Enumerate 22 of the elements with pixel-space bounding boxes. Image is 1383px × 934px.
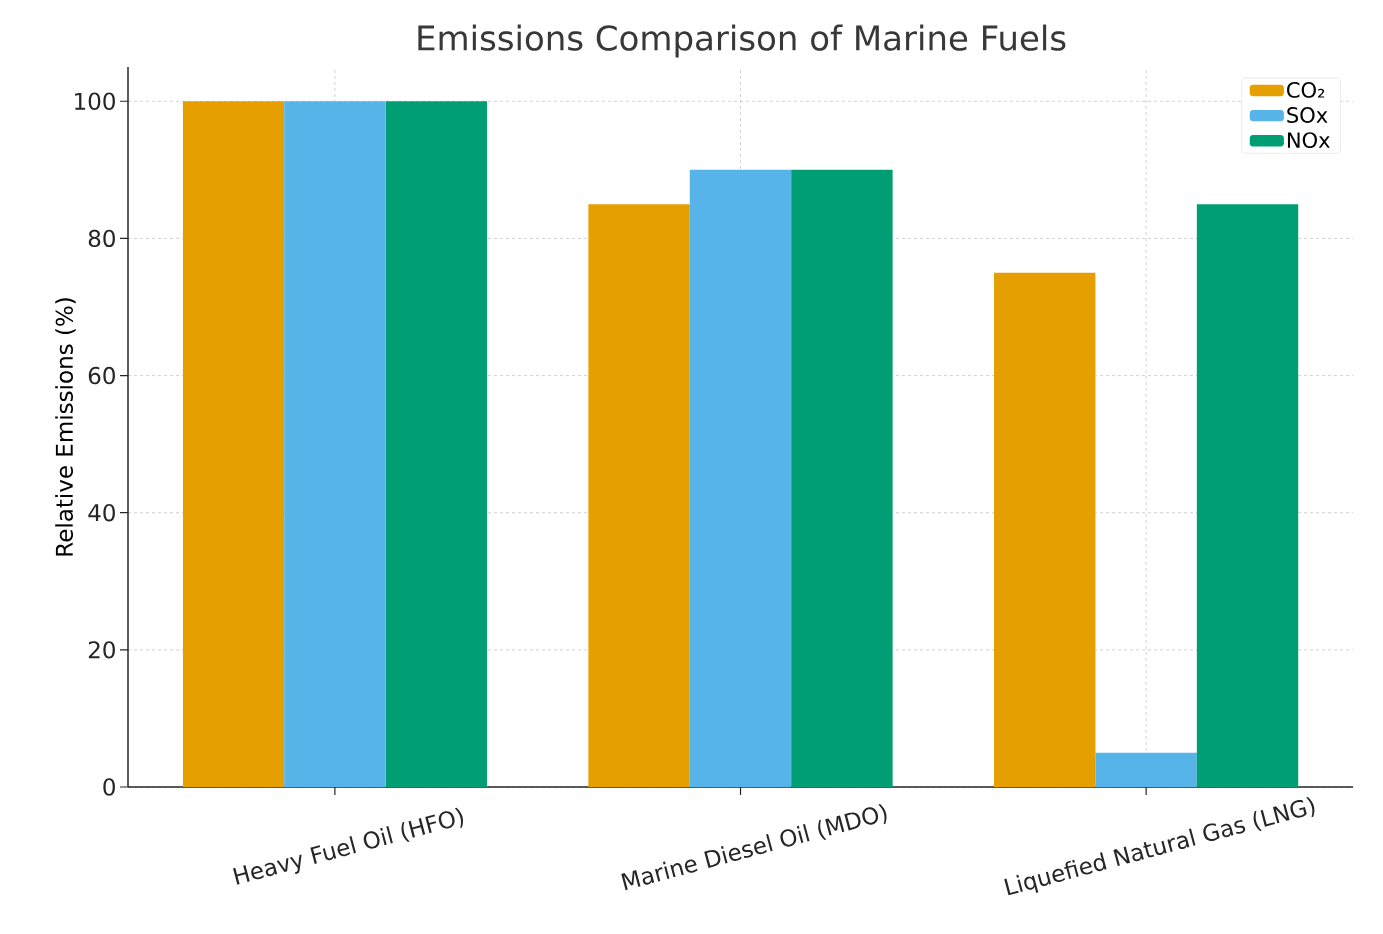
y-tick-label: 40 [88, 504, 115, 522]
legend-label: NOx [1287, 132, 1330, 149]
y-axis-title: Relative Emissions (%) [55, 298, 76, 556]
bar [791, 169, 893, 787]
bar [1196, 204, 1299, 787]
bar [182, 101, 285, 787]
y-tick-label: 0 [103, 778, 115, 796]
legend-label: SOx [1287, 107, 1328, 123]
bar [994, 272, 1096, 787]
y-tick-label: 100 [75, 92, 115, 110]
x-tick-label: Heavy Fuel Oil (HFO) [233, 807, 464, 885]
legend-label: CO₂ [1287, 81, 1325, 98]
bar [284, 101, 386, 787]
y-tick-label: 60 [88, 366, 115, 385]
bar [385, 101, 487, 787]
bar [689, 169, 792, 787]
y-tick-label: 80 [88, 229, 115, 248]
y-tick-label: 20 [88, 641, 115, 659]
x-tick-label: Marine Diesel Oil (MDO) [621, 803, 887, 891]
bar [1095, 752, 1197, 787]
chart-title: Emissions Comparison of Marine Fuels [418, 24, 1066, 58]
bar [588, 204, 690, 787]
